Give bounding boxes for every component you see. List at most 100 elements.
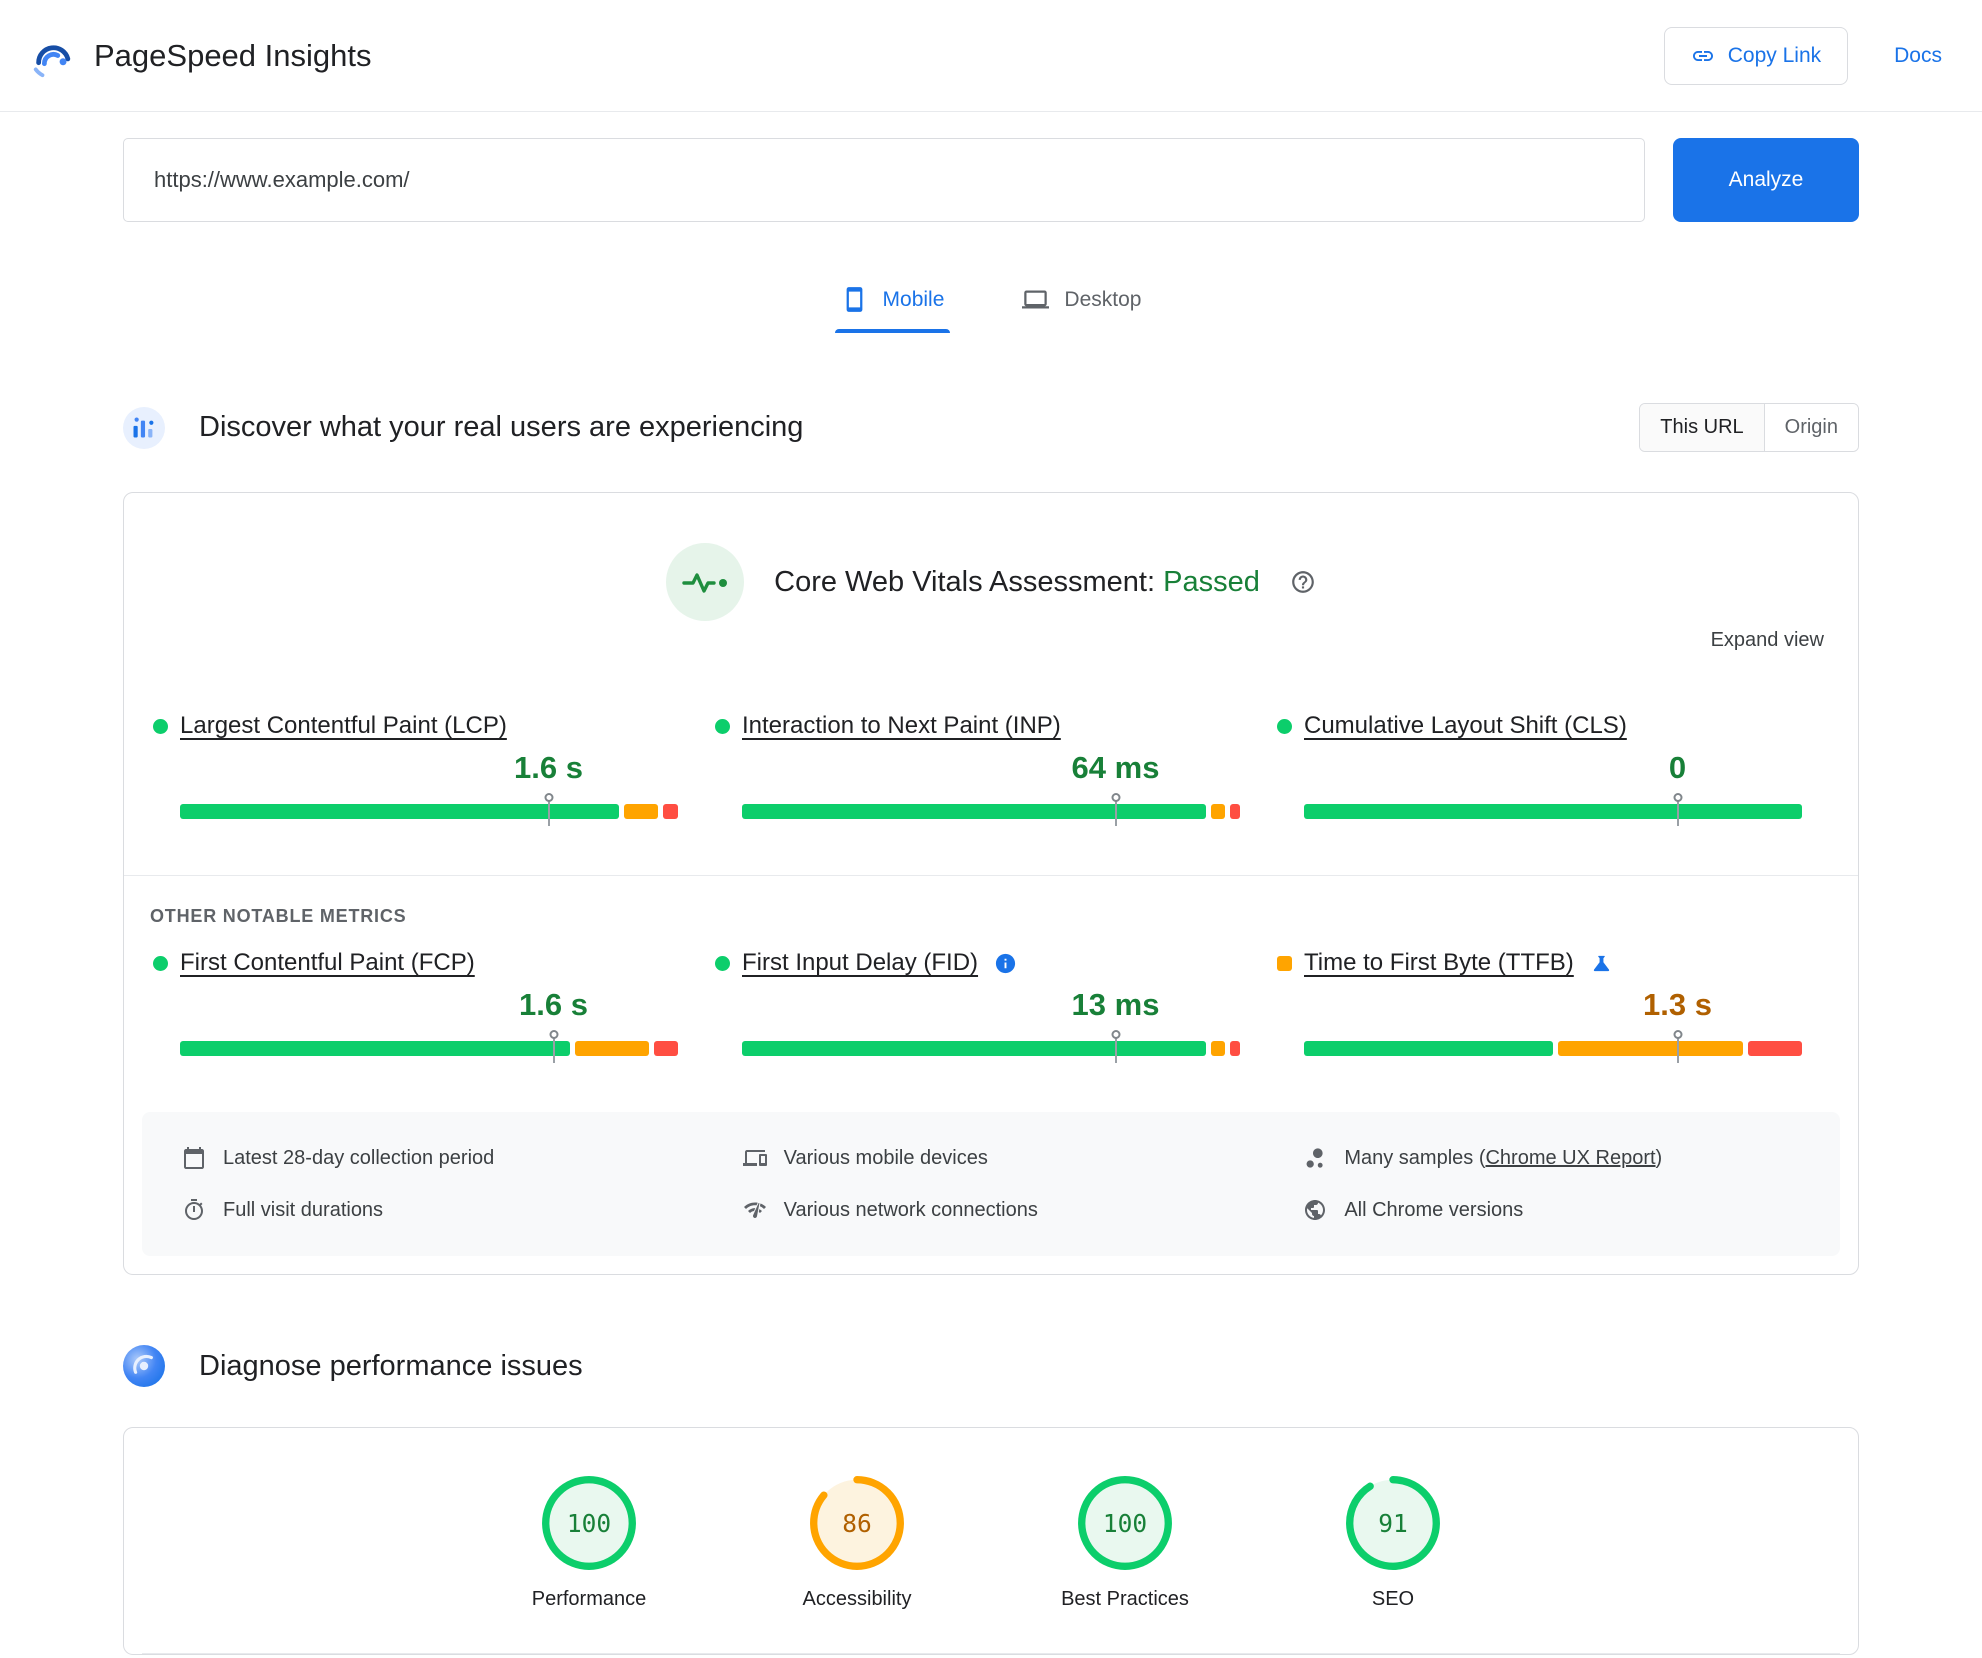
core-metrics-row: Largest Contentful Paint (LCP) 1.6 s Int…: [124, 652, 1858, 826]
p75-marker: [1111, 1030, 1120, 1063]
collection-details: Latest 28-day collection period Various …: [142, 1112, 1840, 1256]
chrome-ux-report-link[interactable]: Chrome UX Report: [1485, 1146, 1656, 1169]
cwv-assessment-head: Core Web Vitals Assessment: Passed: [124, 493, 1858, 621]
score-gauge: 100: [1078, 1476, 1172, 1570]
app-header: PageSpeed Insights Copy Link Docs: [0, 0, 1982, 112]
scope-toggle: This URL Origin: [1639, 403, 1859, 452]
rating-indicator: [153, 955, 168, 971]
app-title: PageSpeed Insights: [94, 37, 372, 73]
expand-view-button[interactable]: Expand view: [1710, 629, 1824, 651]
category-score-accessibility[interactable]: 86 Accessibility: [782, 1474, 932, 1611]
desktop-icon: [1022, 286, 1049, 313]
metric-link[interactable]: First Contentful Paint (FCP): [180, 949, 475, 976]
strategy-tabs: Mobile Desktop: [123, 280, 1859, 333]
metric-value: 0: [1668, 750, 1687, 785]
link-icon: [1691, 44, 1715, 68]
distribution-bar: [742, 793, 1240, 826]
timer-icon: [182, 1198, 206, 1222]
metric: Time to First Byte (TTFB) 1.3 s: [1277, 949, 1802, 1063]
poor-segment: [1748, 1041, 1802, 1056]
needs-improvement-segment: [1557, 1041, 1744, 1056]
poor-segment: [653, 1041, 679, 1056]
metric-value: 1.6 s: [514, 750, 583, 785]
collection-detail: All Chrome versions: [1303, 1186, 1800, 1234]
needs-improvement-segment: [575, 1041, 649, 1056]
flask-icon[interactable]: [1590, 952, 1613, 975]
copy-link-button[interactable]: Copy Link: [1663, 26, 1849, 85]
other-metrics-row: First Contentful Paint (FCP) 1.6 s First…: [124, 927, 1858, 1063]
scores-card: 100 Performance 86 Accessibility 100 Bes…: [123, 1427, 1859, 1655]
score-label: Best Practices: [1061, 1588, 1189, 1610]
tab-mobile[interactable]: Mobile: [834, 280, 951, 333]
category-score-performance[interactable]: 100 Performance: [514, 1474, 664, 1611]
metrics-divider: [124, 875, 1858, 876]
metric-link[interactable]: Time to First Byte (TTFB): [1304, 949, 1574, 976]
cwv-assessment-label: Core Web Vitals Assessment:: [774, 565, 1156, 598]
metric: Largest Contentful Paint (LCP) 1.6 s: [153, 712, 678, 826]
good-segment: [1304, 804, 1802, 819]
metric-value: 1.3 s: [1643, 987, 1712, 1022]
network-icon: [743, 1198, 767, 1222]
score-label: SEO: [1371, 1588, 1415, 1610]
lab-section-title: Diagnose performance issues: [199, 1349, 583, 1382]
distribution-bar: [1304, 1030, 1802, 1063]
chrome-icon: [1303, 1198, 1327, 1222]
p75-marker: [1673, 1030, 1682, 1063]
field-section-title: Discover what your real users are experi…: [199, 411, 804, 443]
scores-divider: [142, 1653, 1840, 1654]
category-score-best-practices[interactable]: 100 Best Practices: [1050, 1474, 1200, 1611]
p75-marker: [544, 793, 554, 826]
score-label: Accessibility: [802, 1588, 912, 1610]
poor-segment: [663, 804, 678, 819]
good-segment: [180, 1041, 571, 1056]
metric-link[interactable]: Largest Contentful Paint (LCP): [180, 712, 507, 739]
scope-this-url[interactable]: This URL: [1640, 404, 1764, 451]
good-segment: [180, 804, 620, 819]
p75-marker: [549, 1030, 558, 1063]
docs-link[interactable]: Docs: [1894, 43, 1942, 67]
score-gauge: 91: [1346, 1476, 1440, 1570]
cwv-assessment-result: Passed: [1163, 565, 1260, 598]
tab-desktop[interactable]: Desktop: [1016, 280, 1147, 333]
pulse-icon: [666, 543, 745, 621]
distribution-bar: [180, 1030, 679, 1063]
needs-improvement-segment: [624, 804, 659, 819]
samples-icon: [1303, 1146, 1327, 1170]
rating-indicator: [1277, 955, 1292, 971]
help-icon[interactable]: [1290, 569, 1316, 595]
scope-origin[interactable]: Origin: [1763, 404, 1858, 451]
distribution-bar: [742, 1030, 1240, 1063]
metric-link[interactable]: Cumulative Layout Shift (CLS): [1304, 712, 1627, 739]
score-label: Performance: [531, 1588, 647, 1610]
calendar-icon: [182, 1146, 206, 1170]
analyze-button[interactable]: Analyze: [1673, 138, 1859, 222]
score-gauge: 86: [810, 1476, 904, 1570]
p75-marker: [1111, 793, 1120, 826]
rating-indicator: [153, 718, 168, 734]
info-icon[interactable]: [994, 952, 1017, 975]
score-value: 86: [842, 1509, 872, 1538]
pagespeed-logo-icon: [33, 44, 71, 77]
metric-value: 13 ms: [1071, 987, 1160, 1022]
lab-data-icon: [123, 1345, 165, 1387]
field-data-icon: [123, 406, 165, 449]
rating-indicator: [715, 955, 730, 971]
category-score-seo[interactable]: 91 SEO: [1318, 1474, 1468, 1611]
url-analyze-bar: Analyze: [123, 138, 1859, 222]
metric-value: 64 ms: [1071, 750, 1160, 785]
metric: Interaction to Next Paint (INP) 64 ms: [715, 712, 1240, 826]
distribution-bar: [1304, 793, 1802, 826]
score-value: 100: [1103, 1509, 1147, 1538]
url-input[interactable]: [123, 138, 1645, 222]
score-gauge: 100: [542, 1476, 636, 1570]
metric-value: 1.6 s: [519, 987, 588, 1022]
lab-section-head: Diagnose performance issues: [123, 1345, 1859, 1387]
category-scores: 100 Performance 86 Accessibility 100 Bes…: [124, 1428, 1858, 1611]
collection-detail: Latest 28-day collection period: [182, 1134, 679, 1182]
devices-icon: [743, 1146, 767, 1170]
metric-link[interactable]: Interaction to Next Paint (INP): [742, 712, 1061, 739]
metric: First Contentful Paint (FCP) 1.6 s: [153, 949, 679, 1063]
metric-link[interactable]: First Input Delay (FID): [742, 949, 979, 976]
field-data-section-head: Discover what your real users are experi…: [123, 403, 1859, 452]
rating-indicator: [1277, 718, 1292, 734]
